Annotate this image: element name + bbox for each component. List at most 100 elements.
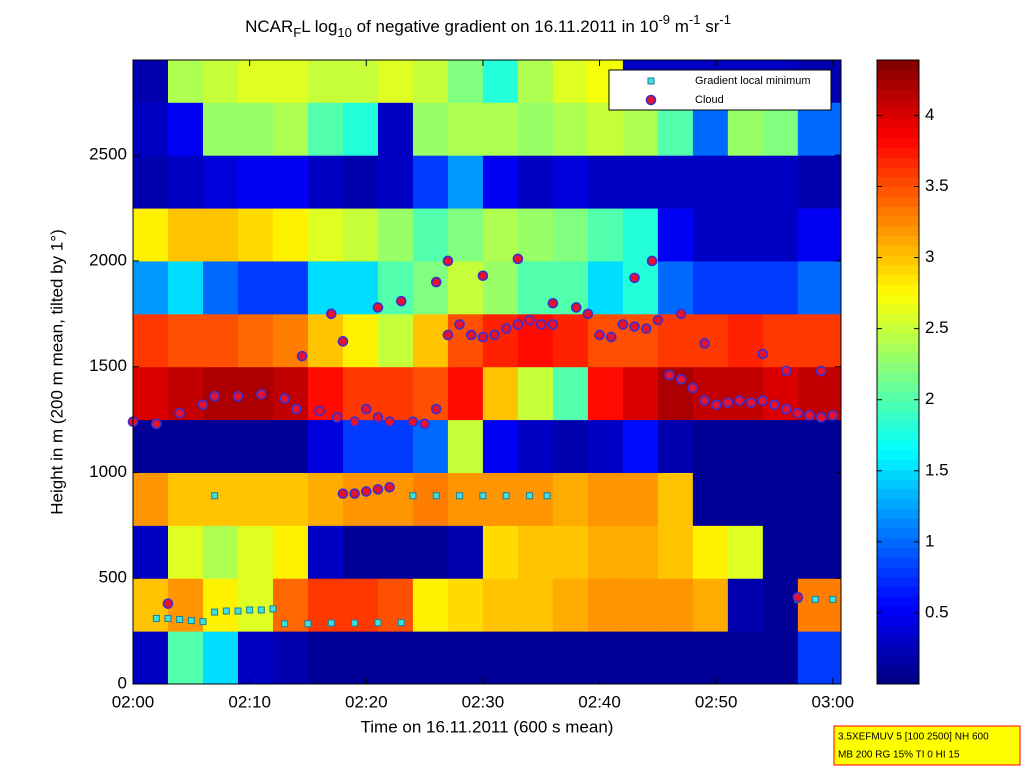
- heat-cell: [202, 631, 239, 685]
- cloud-marker: [512, 253, 524, 265]
- cloud-marker: [524, 314, 535, 326]
- heat-cell: [587, 102, 624, 156]
- heat-cell: [552, 102, 589, 156]
- cloud-marker: [349, 416, 360, 428]
- heat-cell: [133, 102, 169, 156]
- colorbar-swatch: [877, 167, 919, 178]
- cloud-marker: [605, 331, 617, 343]
- colorbar-swatch: [877, 518, 919, 529]
- cloud-marker: [325, 308, 337, 320]
- colorbar-swatch: [877, 177, 919, 188]
- colorbar-swatch: [877, 157, 919, 168]
- cloud-marker: [815, 412, 827, 423]
- heat-cell: [727, 155, 764, 209]
- cloud-marker: [372, 484, 384, 495]
- heat-cell: [167, 313, 204, 368]
- heat-cell: [412, 260, 449, 315]
- cloud-marker: [337, 488, 349, 499]
- heat-cell: [587, 631, 624, 685]
- heat-cell: [587, 419, 624, 473]
- gradient-minimum-marker: [281, 620, 289, 628]
- colorbar-tick-label: 2.5: [925, 318, 949, 337]
- cloud-marker: [477, 270, 489, 282]
- heat-cell: [517, 525, 554, 579]
- heat-cell: [412, 472, 449, 526]
- heat-cell: [482, 155, 519, 209]
- heat-cell: [692, 578, 729, 632]
- colorbar-swatch: [877, 255, 919, 266]
- heat-cell: [482, 578, 519, 632]
- colorbar-tick-label: 0.5: [925, 602, 949, 621]
- heat-cell: [342, 260, 379, 315]
- heatmap: [133, 60, 842, 685]
- heat-cell: [657, 155, 694, 209]
- colorbar-swatch: [877, 586, 919, 597]
- annotation-box: [833, 725, 1021, 766]
- scatter-layer: [127, 253, 839, 628]
- heat-cell: [727, 631, 764, 685]
- heat-cell: [727, 419, 764, 473]
- colorbar-swatch: [877, 99, 919, 110]
- title-part: m: [670, 17, 689, 36]
- colorbar-swatch: [877, 118, 919, 129]
- heat-cell: [657, 208, 694, 262]
- heat-cell: [762, 155, 799, 209]
- heat-cell: [517, 313, 554, 368]
- cloud-marker: [174, 407, 185, 419]
- heat-cell: [447, 366, 484, 421]
- cloud-marker: [629, 321, 640, 332]
- colorbar-swatch: [877, 489, 919, 500]
- cloud-marker: [349, 488, 360, 499]
- colorbar-swatch: [877, 411, 919, 422]
- heat-cell: [237, 208, 274, 262]
- heat-cell: [727, 208, 764, 262]
- heat-cell: [202, 366, 239, 421]
- cloud-marker: [290, 403, 302, 415]
- heat-cell: [692, 313, 729, 368]
- x-axis-label: Time on 16.11.2011 (600 s mean): [361, 717, 614, 736]
- colorbar-swatch: [877, 440, 919, 451]
- gradient-minimum-marker: [211, 492, 219, 500]
- heat-cell: [762, 102, 799, 156]
- cloud-marker: [734, 395, 745, 406]
- heat-cell: [167, 366, 204, 421]
- heat-cell: [133, 631, 169, 685]
- heat-cell: [622, 260, 659, 315]
- colorbar-tick-label: 3: [925, 247, 934, 266]
- heat-cell: [552, 366, 589, 421]
- heat-cell: [587, 525, 624, 579]
- heat-cell: [377, 366, 414, 421]
- cloud-marker: [675, 308, 687, 320]
- colorbar-swatch: [877, 196, 919, 207]
- cloud-marker: [372, 412, 384, 423]
- cloud-marker: [442, 329, 454, 341]
- y-axis-label: Height in m (200 m mean, tilted by 1°): [47, 229, 66, 515]
- heat-cell: [447, 419, 484, 473]
- heat-cell: [692, 366, 729, 421]
- colorbar-swatch: [877, 216, 919, 227]
- heat-cell: [307, 155, 344, 209]
- heat-cell: [622, 472, 659, 526]
- heat-cell: [482, 60, 519, 103]
- legend-marker: [645, 94, 657, 106]
- heat-cell: [517, 60, 554, 103]
- colorbar-swatch: [877, 352, 919, 363]
- gradient-minimum-marker: [269, 605, 277, 613]
- x-tick-label: 02:10: [228, 692, 271, 711]
- heat-cell: [272, 60, 309, 103]
- heat-cell: [202, 578, 239, 632]
- heat-cell: [237, 60, 274, 103]
- heat-cell: [307, 472, 344, 526]
- gradient-minimum-marker: [187, 617, 195, 625]
- heat-cell: [762, 260, 799, 315]
- cloud-marker: [792, 591, 804, 603]
- heat-cell: [657, 366, 694, 421]
- gradient-minimum-marker: [456, 492, 464, 500]
- heat-cell: [377, 419, 414, 473]
- cloud-marker: [454, 319, 465, 330]
- heat-cell: [762, 419, 799, 473]
- heat-cell: [412, 631, 449, 685]
- cloud-marker: [570, 302, 582, 313]
- cloud-marker: [652, 314, 664, 326]
- heat-cell: [272, 472, 309, 526]
